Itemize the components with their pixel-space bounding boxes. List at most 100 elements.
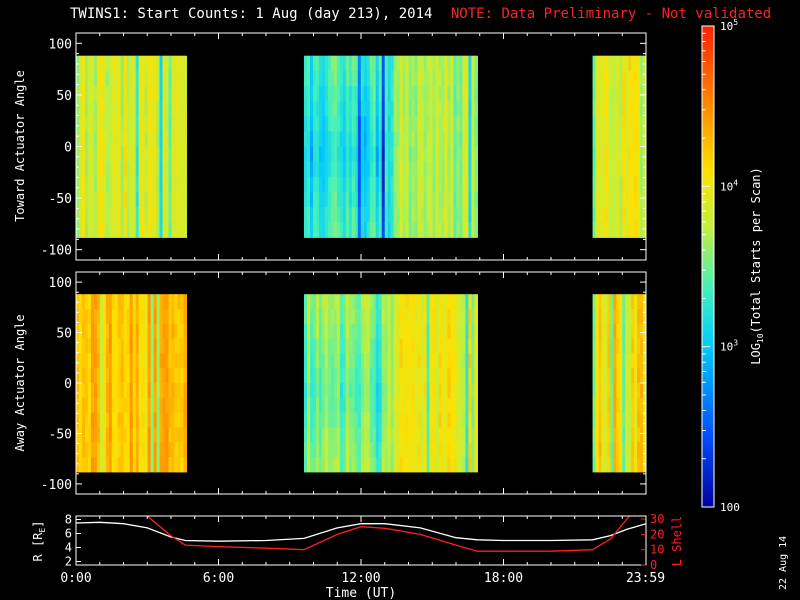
heatmap-cell — [411, 442, 416, 458]
heatmap-cell — [607, 101, 611, 117]
heatmap-cell — [135, 397, 140, 414]
heatmap-cell — [414, 457, 419, 473]
heatmap-cell — [360, 294, 365, 310]
heatmap-cell — [390, 146, 395, 163]
heatmap-cell — [150, 294, 155, 310]
heatmap-cell — [159, 353, 164, 369]
heatmap-cell — [339, 176, 344, 193]
heatmap-cell — [474, 294, 478, 310]
heatmap-cell — [93, 116, 98, 132]
heatmap-cell — [135, 131, 140, 148]
heatmap-cell — [420, 85, 425, 102]
heatmap-cell — [607, 353, 611, 369]
heatmap-cell — [592, 55, 597, 72]
heatmap-cell — [390, 442, 395, 458]
heatmap-cell — [372, 55, 377, 72]
heatmap-cell — [414, 222, 419, 238]
heatmap-cell — [76, 442, 80, 458]
heatmap-cell — [595, 55, 600, 72]
heatmap-cell — [387, 131, 392, 148]
heatmap-cell — [444, 176, 449, 193]
heatmap-cell — [76, 161, 80, 178]
heatmap-cell — [76, 397, 80, 414]
heatmap-cell — [396, 338, 401, 354]
heatmap-cell — [117, 191, 122, 208]
heatmap-cell — [105, 191, 110, 208]
heatmap-cell — [165, 442, 170, 458]
heatmap-cell — [105, 176, 110, 193]
heatmap-cell — [619, 294, 623, 310]
heatmap-cell — [354, 85, 359, 102]
heatmap-cell — [312, 101, 317, 117]
heatmap-cell — [108, 207, 113, 223]
heatmap-cell — [105, 70, 110, 87]
heatmap-cell — [366, 309, 371, 325]
heatmap-cell — [159, 412, 164, 428]
heatmap-cell — [84, 116, 89, 132]
heatmap-cell — [435, 323, 440, 340]
heatmap-cell — [357, 442, 362, 458]
heatmap-cell — [468, 457, 472, 473]
heatmap-cell — [453, 309, 458, 325]
heatmap-cell — [369, 85, 374, 102]
heatmap-cell — [324, 116, 329, 132]
heatmap-cell — [396, 309, 401, 325]
heatmap-cell — [402, 338, 407, 354]
heatmap-cell — [126, 85, 131, 102]
heatmap-cell — [459, 222, 464, 238]
heatmap-cell — [120, 116, 125, 132]
y-tick-label: 100 — [49, 37, 72, 52]
heatmap-cell — [174, 368, 179, 384]
heatmap-cell — [348, 116, 353, 132]
heatmap-cell — [625, 176, 629, 193]
heatmap-cell — [153, 116, 158, 132]
heatmap-cell — [138, 207, 143, 223]
heatmap-cell — [426, 309, 431, 325]
heatmap-cell — [174, 383, 179, 399]
heatmap-cell — [405, 323, 410, 340]
heatmap-cell — [180, 131, 185, 148]
heatmap-cell — [114, 70, 119, 87]
heatmap-cell — [123, 176, 128, 193]
heatmap-cell — [453, 191, 458, 208]
heatmap-cell — [87, 176, 92, 193]
heatmap-cell — [607, 131, 611, 148]
heatmap-cell — [342, 412, 347, 428]
heatmap-cell — [159, 191, 164, 208]
heatmap-cell — [598, 116, 603, 132]
heatmap-cell — [357, 222, 362, 238]
heatmap-cell — [402, 383, 407, 399]
heatmap-cell — [613, 85, 617, 102]
heatmap-cell — [138, 442, 143, 458]
heatmap-cell — [117, 146, 122, 163]
heatmap-cell — [459, 368, 464, 384]
heatmap-cell — [174, 146, 179, 163]
heatmap-cell — [135, 383, 140, 399]
heatmap-cell — [312, 457, 317, 473]
heatmap-cell — [309, 70, 314, 87]
heatmap-cell — [387, 85, 392, 102]
heatmap-cell — [396, 70, 401, 87]
heatmap-cell — [369, 309, 374, 325]
heatmap-cell — [120, 323, 125, 340]
heatmap-cell — [387, 55, 392, 72]
heatmap-cell — [76, 222, 80, 238]
heatmap-cell — [426, 101, 431, 117]
heatmap-cell — [444, 338, 449, 354]
heatmap-cell — [411, 294, 416, 310]
heatmap-cell — [414, 412, 419, 428]
heatmap-cell — [159, 222, 164, 238]
heatmap-cell — [168, 207, 173, 223]
heatmap-cell — [117, 368, 122, 384]
heatmap-cell — [318, 207, 323, 223]
heatmap-cell — [177, 191, 182, 208]
heatmap-cell — [471, 397, 475, 414]
heatmap-cell — [595, 383, 600, 399]
heatmap-cell — [402, 70, 407, 87]
heatmap-cell — [429, 309, 434, 325]
heatmap-cell — [150, 176, 155, 193]
heatmap-cell — [438, 101, 443, 117]
heatmap-cell — [147, 338, 152, 354]
heatmap-cell — [360, 383, 365, 399]
heatmap-cell — [351, 146, 356, 163]
